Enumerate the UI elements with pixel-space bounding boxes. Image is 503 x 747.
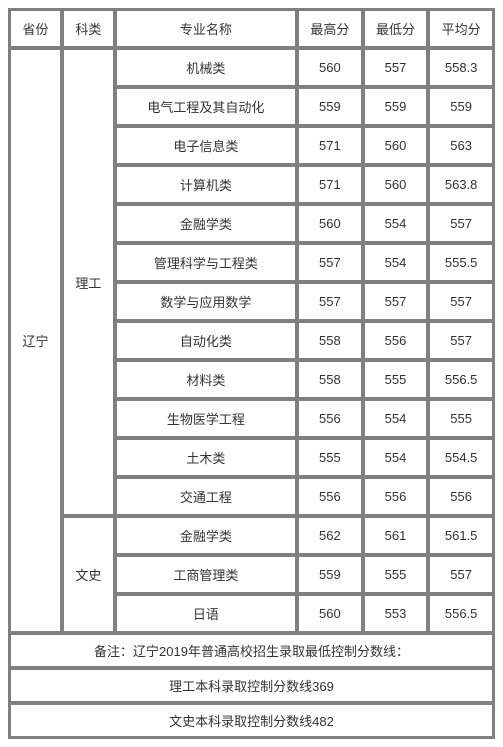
avg-score-cell: 559	[429, 88, 493, 125]
note-cell: 备注：辽宁2019年普通高校招生录取最低控制分数线：	[10, 634, 493, 667]
min-score-cell: 561	[364, 517, 428, 554]
avg-score-cell: 555.5	[429, 244, 493, 281]
min-score-cell: 554	[364, 400, 428, 437]
max-score-cell: 556	[298, 400, 362, 437]
major-cell: 自动化类	[116, 322, 296, 359]
max-score-cell: 560	[298, 205, 362, 242]
major-cell: 计算机类	[116, 166, 296, 203]
min-score-cell: 555	[364, 556, 428, 593]
max-score-cell: 558	[298, 361, 362, 398]
note-cell: 文史本科录取控制分数线482	[10, 704, 493, 737]
min-score-cell: 560	[364, 166, 428, 203]
major-cell: 材料类	[116, 361, 296, 398]
major-cell: 日语	[116, 595, 296, 632]
max-score-cell: 558	[298, 322, 362, 359]
max-score-cell: 559	[298, 556, 362, 593]
min-score-cell: 557	[364, 283, 428, 320]
min-score-cell: 553	[364, 595, 428, 632]
min-score-cell: 555	[364, 361, 428, 398]
major-cell: 生物医学工程	[116, 400, 296, 437]
header-avg: 平均分	[429, 10, 493, 47]
note-cell: 理工本科录取控制分数线369	[10, 669, 493, 702]
avg-score-cell: 561.5	[429, 517, 493, 554]
avg-score-cell: 558.3	[429, 49, 493, 86]
avg-score-cell: 556.5	[429, 361, 493, 398]
major-cell: 金融学类	[116, 517, 296, 554]
category-cell: 文史	[63, 517, 114, 632]
max-score-cell: 556	[298, 478, 362, 515]
avg-score-cell: 556	[429, 478, 493, 515]
max-score-cell: 557	[298, 283, 362, 320]
major-cell: 金融学类	[116, 205, 296, 242]
max-score-cell: 571	[298, 166, 362, 203]
min-score-cell: 554	[364, 244, 428, 281]
header-major: 专业名称	[116, 10, 296, 47]
min-score-cell: 554	[364, 439, 428, 476]
min-score-cell: 556	[364, 478, 428, 515]
major-cell: 电子信息类	[116, 127, 296, 164]
table-row: 文史金融学类562561561.5	[10, 517, 493, 554]
max-score-cell: 557	[298, 244, 362, 281]
header-max: 最高分	[298, 10, 362, 47]
major-cell: 数学与应用数学	[116, 283, 296, 320]
note-row: 理工本科录取控制分数线369	[10, 669, 493, 702]
province-cell: 辽宁	[10, 49, 61, 632]
header-min: 最低分	[364, 10, 428, 47]
avg-score-cell: 557	[429, 322, 493, 359]
max-score-cell: 560	[298, 595, 362, 632]
avg-score-cell: 557	[429, 205, 493, 242]
major-cell: 土木类	[116, 439, 296, 476]
major-cell: 电气工程及其自动化	[116, 88, 296, 125]
max-score-cell: 571	[298, 127, 362, 164]
category-cell: 理工	[63, 49, 114, 515]
max-score-cell: 559	[298, 88, 362, 125]
table-row: 辽宁理工机械类560557558.3	[10, 49, 493, 86]
avg-score-cell: 563.8	[429, 166, 493, 203]
avg-score-cell: 563	[429, 127, 493, 164]
avg-score-cell: 555	[429, 400, 493, 437]
min-score-cell: 560	[364, 127, 428, 164]
header-category: 科类	[63, 10, 114, 47]
avg-score-cell: 556.5	[429, 595, 493, 632]
min-score-cell: 556	[364, 322, 428, 359]
min-score-cell: 557	[364, 49, 428, 86]
note-row: 备注：辽宁2019年普通高校招生录取最低控制分数线：	[10, 634, 493, 667]
header-province: 省份	[10, 10, 61, 47]
max-score-cell: 560	[298, 49, 362, 86]
max-score-cell: 562	[298, 517, 362, 554]
avg-score-cell: 557	[429, 556, 493, 593]
min-score-cell: 554	[364, 205, 428, 242]
major-cell: 管理科学与工程类	[116, 244, 296, 281]
max-score-cell: 555	[298, 439, 362, 476]
major-cell: 机械类	[116, 49, 296, 86]
avg-score-cell: 554.5	[429, 439, 493, 476]
major-cell: 工商管理类	[116, 556, 296, 593]
header-row: 省份 科类 专业名称 最高分 最低分 平均分	[10, 10, 493, 47]
note-row: 文史本科录取控制分数线482	[10, 704, 493, 737]
min-score-cell: 559	[364, 88, 428, 125]
avg-score-cell: 557	[429, 283, 493, 320]
major-cell: 交通工程	[116, 478, 296, 515]
admission-score-table: 省份 科类 专业名称 最高分 最低分 平均分 辽宁理工机械类560557558.…	[8, 8, 495, 739]
